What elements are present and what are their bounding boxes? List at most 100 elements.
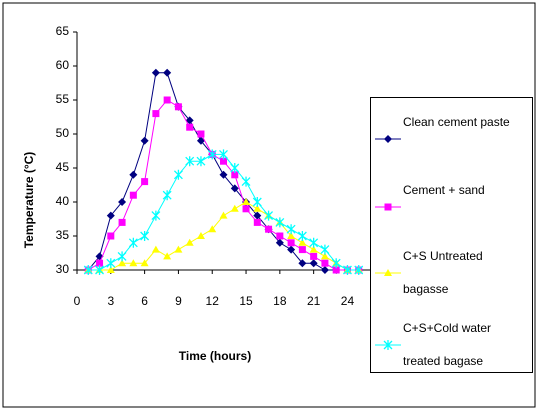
x-tick-label: 0	[74, 294, 81, 308]
marker	[309, 259, 318, 268]
marker	[208, 225, 217, 233]
legend-label: Cement + sand	[403, 183, 485, 197]
legend-marker	[375, 340, 401, 350]
x-axis-label: Time (hours)	[179, 349, 251, 363]
y-tick-label: 55	[56, 92, 70, 106]
marker	[230, 163, 240, 173]
marker	[95, 265, 104, 275]
marker	[196, 232, 205, 239]
x-tick-label: 12	[206, 294, 220, 308]
marker	[129, 191, 137, 199]
y-tick-label: 30	[56, 262, 70, 276]
marker	[163, 68, 172, 77]
chart-border	[2, 2, 536, 408]
marker	[252, 197, 262, 207]
marker	[253, 204, 262, 212]
legend-label: Clean cement paste	[403, 115, 510, 129]
marker	[173, 169, 183, 180]
legend-marker	[375, 135, 401, 143]
marker	[332, 266, 340, 274]
marker	[118, 198, 127, 206]
marker	[118, 218, 126, 226]
x-tick-label: 9	[175, 294, 182, 308]
x-tick-label: 15	[239, 294, 253, 308]
marker	[384, 203, 392, 211]
marker	[242, 205, 250, 213]
marker	[286, 224, 296, 235]
marker	[106, 266, 115, 273]
legend: Clean cement paste Cement + sand C+S Untre…	[370, 97, 533, 373]
marker	[196, 156, 206, 167]
marker	[265, 225, 273, 233]
legend-label: C+S+Cold water treated bagase	[403, 321, 492, 368]
marker	[253, 218, 261, 226]
y-tick-label: 40	[56, 194, 70, 208]
marker	[264, 210, 274, 221]
marker	[276, 232, 284, 240]
marker	[287, 245, 296, 254]
marker	[310, 252, 318, 260]
x-tick-label: 18	[273, 294, 287, 308]
marker	[129, 259, 138, 267]
marker	[220, 157, 227, 165]
marker	[140, 231, 150, 241]
marker	[163, 252, 172, 260]
marker	[242, 198, 251, 205]
marker	[151, 245, 160, 253]
y-axis-label: Temperature (°C)	[22, 152, 36, 249]
marker	[230, 184, 239, 193]
marker	[106, 211, 115, 220]
marker	[297, 231, 307, 241]
marker	[117, 251, 127, 262]
marker	[185, 156, 195, 167]
marker	[186, 123, 194, 131]
marker	[241, 176, 251, 187]
x-tick-label: 3	[107, 294, 114, 308]
marker	[185, 238, 194, 246]
y-tick-label: 45	[56, 160, 70, 174]
marker	[197, 130, 205, 138]
marker	[354, 265, 364, 275]
marker	[207, 149, 217, 160]
marker	[83, 265, 93, 275]
marker	[287, 239, 295, 247]
marker	[107, 232, 115, 240]
marker	[275, 217, 285, 228]
marker	[163, 96, 171, 104]
marker	[129, 170, 138, 179]
marker	[231, 171, 239, 179]
x-tick-label: 24	[341, 294, 355, 308]
marker	[309, 237, 319, 248]
marker	[196, 136, 205, 145]
legend-marker	[375, 203, 401, 211]
marker	[298, 246, 306, 254]
marker	[331, 258, 341, 269]
y-tick-label: 35	[56, 228, 70, 242]
marker	[298, 238, 307, 246]
marker	[219, 149, 228, 160]
marker	[298, 259, 307, 268]
marker	[321, 259, 329, 267]
marker	[230, 204, 239, 212]
marker	[174, 103, 182, 111]
y-tick-label: 50	[56, 126, 70, 140]
marker	[320, 266, 329, 274]
marker	[152, 110, 160, 118]
marker	[151, 210, 161, 221]
legend-label: C+S Untreated bagasse	[403, 249, 483, 296]
legend-marker	[375, 269, 401, 276]
marker	[343, 265, 352, 275]
marker	[141, 178, 149, 186]
marker	[140, 259, 149, 267]
marker	[174, 245, 183, 253]
marker	[118, 259, 127, 267]
x-tick-label: 6	[141, 294, 148, 308]
y-tick-label: 60	[56, 58, 70, 72]
marker	[253, 211, 262, 220]
marker	[140, 136, 149, 145]
marker	[320, 244, 330, 255]
marker	[219, 170, 228, 179]
marker	[384, 135, 392, 143]
y-tick-label: 65	[56, 24, 70, 38]
